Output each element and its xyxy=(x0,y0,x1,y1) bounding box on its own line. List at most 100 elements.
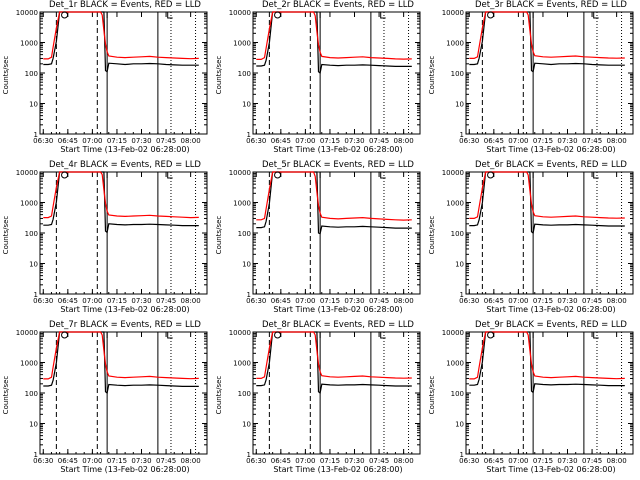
y-tick-label: 10000 xyxy=(16,329,38,337)
y-tick-label: 10000 xyxy=(229,169,251,177)
x-tick-label: 07:00 xyxy=(82,137,102,145)
interval-bracket xyxy=(319,11,326,18)
x-tick-label: 07:15 xyxy=(107,457,127,465)
y-tick-label: 1 xyxy=(460,291,464,299)
interval-bracket xyxy=(593,332,599,339)
y-tick-label: 1000 xyxy=(20,200,38,208)
plot-area: 1 10 100 1000 10000 06:30 06:45 07:00 07:15 07:30… xyxy=(442,9,634,145)
x-tick-label: 08:00 xyxy=(181,137,201,145)
events-rate-line xyxy=(256,171,412,235)
y-tick-label: 10 xyxy=(455,101,464,109)
saa-marker-circle xyxy=(61,171,69,179)
x-tick-label: 07:00 xyxy=(82,297,102,305)
x-tick-label: 08:00 xyxy=(394,137,414,145)
y-tick-label: 100 xyxy=(451,70,464,78)
detector-panel: 1 10 100 1000 10000 06:30 06:45 07:00 07:15 07:30… xyxy=(0,0,213,160)
panel-title: Det_2r BLACK = Events, RED = LLD xyxy=(262,0,414,10)
x-tick-label: 08:00 xyxy=(607,297,627,305)
x-axis-label: Start Time (13-Feb-02 06:28:00) xyxy=(486,145,616,154)
interval-bracket xyxy=(593,12,599,19)
x-tick-label: 06:30 xyxy=(459,137,479,145)
x-tick-label: 06:45 xyxy=(58,137,78,145)
x-tick-label: 06:45 xyxy=(271,137,291,145)
lld-rate-line xyxy=(43,11,199,60)
plot-area: 1 10 100 1000 10000 06:30 06:45 07:00 07:15 07:30… xyxy=(442,329,634,465)
x-axis-label: Start Time (13-Feb-02 06:28:00) xyxy=(60,465,190,474)
y-axis-label: Counts/sec xyxy=(428,55,436,95)
x-tick-label: 07:45 xyxy=(582,297,602,305)
x-tick-label: 06:45 xyxy=(271,457,291,465)
x-tick-label: 07:30 xyxy=(131,137,151,145)
y-tick-label: 100 xyxy=(238,390,251,398)
panel-title: Det_6r BLACK = Events, RED = LLD xyxy=(475,160,627,170)
y-axis-label: Counts/sec xyxy=(428,375,436,415)
detector-panel: 1 10 100 1000 10000 06:30 06:45 07:00 07:15 07:30… xyxy=(426,0,639,160)
x-tick-label: 07:30 xyxy=(131,297,151,305)
saa-marker-circle xyxy=(274,171,282,179)
plot-area: 1 10 100 1000 10000 06:30 06:45 07:00 07:15 07:30… xyxy=(442,169,634,305)
panel-title: Det_3r BLACK = Events, RED = LLD xyxy=(475,0,627,10)
interval-bracket xyxy=(106,171,113,178)
plot-frame xyxy=(465,171,634,295)
x-axis-label: Start Time (13-Feb-02 06:28:00) xyxy=(273,305,403,314)
interval-bracket xyxy=(167,12,173,19)
interval-bracket xyxy=(593,172,599,179)
x-tick-label: 06:45 xyxy=(58,457,78,465)
y-tick-label: 10 xyxy=(455,421,464,429)
x-tick-label: 07:15 xyxy=(320,137,340,145)
x-tick-label: 07:15 xyxy=(320,457,340,465)
lld-rate-line xyxy=(469,11,625,60)
saa-marker-circle xyxy=(274,11,282,19)
x-tick-label: 07:15 xyxy=(533,297,553,305)
y-tick-label: 10 xyxy=(242,261,251,269)
x-axis-label: Start Time (13-Feb-02 06:28:00) xyxy=(486,305,616,314)
interval-bracket xyxy=(380,332,386,339)
x-tick-label: 06:45 xyxy=(271,297,291,305)
x-tick-label: 07:45 xyxy=(156,297,176,305)
lld-rate-line xyxy=(256,171,412,221)
x-axis-label: Start Time (13-Feb-02 06:28:00) xyxy=(273,145,403,154)
y-axis-label: Counts/sec xyxy=(2,375,10,415)
y-tick-label: 1 xyxy=(247,451,251,459)
y-tick-label: 100 xyxy=(238,70,251,78)
x-tick-label: 06:45 xyxy=(484,297,504,305)
plot-frame xyxy=(39,11,208,135)
x-tick-label: 07:45 xyxy=(156,137,176,145)
y-axis-label: Counts/sec xyxy=(2,215,10,255)
saa-marker-circle xyxy=(487,331,495,339)
x-tick-label: 08:00 xyxy=(181,297,201,305)
y-axis-label: Counts/sec xyxy=(215,375,223,415)
detector-panel: 1 10 100 1000 10000 06:30 06:45 07:00 07:15 07:30… xyxy=(0,320,213,480)
plot-area: 1 10 100 1000 10000 06:30 06:45 07:00 07:15 07:30… xyxy=(16,9,208,145)
saa-marker-circle xyxy=(274,331,282,339)
y-tick-label: 10 xyxy=(242,421,251,429)
y-tick-label: 1000 xyxy=(233,40,251,48)
y-tick-label: 10000 xyxy=(16,169,38,177)
y-tick-label: 1000 xyxy=(20,40,38,48)
y-tick-label: 100 xyxy=(25,70,38,78)
y-tick-label: 1 xyxy=(247,291,251,299)
panel-title: Det_1r BLACK = Events, RED = LLD xyxy=(49,0,201,10)
x-tick-label: 07:30 xyxy=(557,297,577,305)
x-tick-label: 06:30 xyxy=(246,457,266,465)
plot-area: 1 10 100 1000 10000 06:30 06:45 07:00 07:15 07:30… xyxy=(16,329,208,465)
interval-bracket xyxy=(167,332,173,339)
x-tick-label: 08:00 xyxy=(181,457,201,465)
lld-rate-line xyxy=(469,171,625,220)
x-tick-label: 07:00 xyxy=(295,137,315,145)
y-tick-label: 1 xyxy=(247,131,251,139)
x-tick-label: 07:45 xyxy=(369,457,389,465)
events-rate-line xyxy=(469,331,625,394)
x-tick-label: 06:30 xyxy=(459,457,479,465)
x-tick-label: 06:45 xyxy=(484,457,504,465)
y-tick-label: 10 xyxy=(29,101,38,109)
y-tick-label: 10 xyxy=(242,101,251,109)
interval-bracket xyxy=(380,12,386,19)
y-axis-label: Counts/sec xyxy=(215,55,223,95)
y-axis-label: Counts/sec xyxy=(2,55,10,95)
x-tick-label: 07:45 xyxy=(582,137,602,145)
y-tick-label: 1000 xyxy=(233,360,251,368)
events-rate-line xyxy=(469,171,625,235)
x-tick-label: 07:00 xyxy=(508,457,528,465)
plot-frame xyxy=(252,11,421,135)
